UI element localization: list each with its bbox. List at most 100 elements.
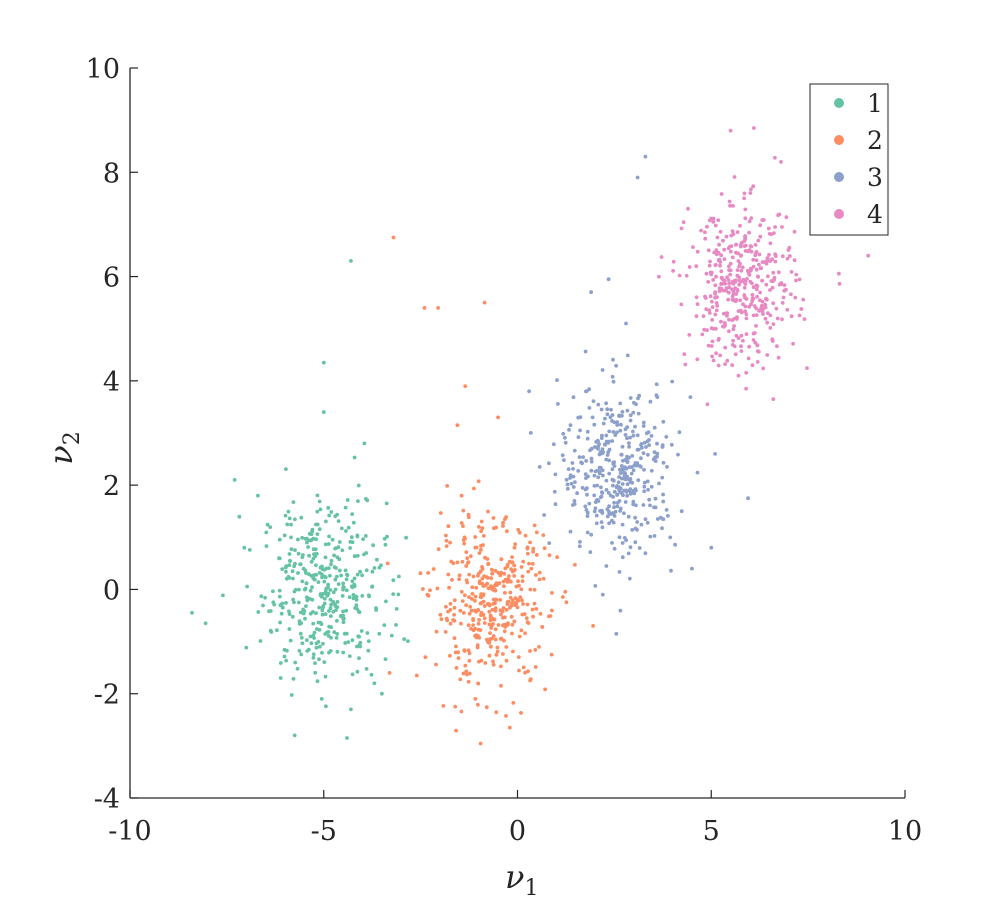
data-point	[604, 433, 609, 438]
data-point	[739, 333, 744, 338]
legend-box	[809, 83, 889, 236]
data-point	[344, 529, 348, 533]
data-point	[481, 534, 486, 538]
data-point	[669, 568, 673, 573]
y-axis-label: ν2	[42, 431, 85, 464]
data-point	[311, 633, 316, 638]
data-point	[287, 563, 292, 568]
data-point	[478, 741, 483, 746]
data-point	[679, 509, 684, 514]
data-point	[391, 592, 396, 596]
data-point	[284, 601, 288, 605]
data-point	[626, 551, 631, 556]
data-point	[593, 584, 598, 588]
data-point	[604, 564, 609, 568]
data-point	[768, 313, 773, 318]
data-point	[771, 322, 776, 326]
data-point	[637, 464, 642, 468]
data-point	[298, 610, 303, 615]
data-point	[434, 629, 439, 634]
data-point	[350, 512, 355, 516]
data-point	[743, 249, 748, 253]
data-point	[607, 447, 612, 452]
data-point	[780, 254, 785, 259]
data-point	[596, 402, 601, 407]
data-point	[701, 314, 706, 318]
x-tick-label: 10	[888, 816, 922, 847]
data-point	[383, 657, 388, 661]
data-point	[566, 467, 571, 471]
data-point	[713, 262, 718, 267]
data-point	[805, 366, 809, 370]
data-point	[612, 505, 616, 510]
data-point	[695, 302, 700, 306]
data-point	[275, 628, 279, 633]
data-point	[329, 635, 333, 640]
data-point	[630, 528, 635, 532]
data-point	[639, 442, 644, 446]
data-point	[748, 244, 753, 248]
data-point	[476, 702, 480, 707]
data-point	[322, 660, 327, 664]
data-point	[746, 356, 751, 361]
data-point	[589, 459, 594, 464]
data-point	[537, 570, 542, 575]
data-point	[585, 492, 589, 497]
data-point	[641, 503, 646, 507]
data-point	[704, 271, 709, 276]
data-point	[669, 442, 674, 447]
data-point	[765, 297, 769, 302]
data-point	[703, 230, 707, 235]
data-point	[564, 600, 569, 605]
data-point	[715, 235, 720, 240]
data-point	[496, 570, 501, 575]
data-point	[521, 559, 526, 564]
y-tick-label: -4	[94, 784, 120, 815]
data-point	[466, 679, 471, 684]
data-point	[453, 650, 458, 655]
data-point	[801, 297, 806, 302]
data-point	[714, 274, 718, 279]
data-point	[280, 605, 285, 610]
data-point	[660, 475, 665, 480]
data-point	[736, 259, 741, 263]
data-point	[297, 619, 302, 624]
data-point	[677, 430, 682, 435]
data-point	[499, 683, 503, 688]
data-point	[661, 492, 665, 497]
data-point	[318, 644, 322, 649]
data-point	[661, 460, 666, 465]
data-point	[690, 566, 694, 571]
data-point	[736, 309, 741, 313]
data-point	[314, 611, 318, 616]
data-point	[493, 606, 498, 610]
data-point	[512, 563, 517, 568]
data-point	[722, 247, 727, 252]
data-point	[600, 490, 604, 495]
data-point	[570, 461, 575, 465]
data-point	[727, 264, 731, 269]
data-point	[655, 441, 659, 446]
data-point	[534, 607, 539, 611]
data-point	[509, 579, 513, 584]
data-point	[482, 621, 487, 625]
data-point	[590, 415, 595, 420]
data-point	[284, 467, 288, 471]
data-point	[448, 653, 452, 658]
data-point	[491, 597, 496, 602]
data-point	[323, 674, 328, 679]
data-point	[450, 578, 454, 582]
data-point	[319, 697, 324, 701]
data-point	[347, 654, 352, 658]
data-point	[618, 401, 623, 406]
data-point	[707, 263, 712, 268]
data-point	[755, 360, 760, 364]
data-point	[508, 590, 513, 595]
data-point	[765, 353, 770, 357]
data-point	[589, 468, 594, 473]
data-point	[397, 574, 401, 579]
data-point	[473, 594, 478, 599]
data-point	[653, 496, 658, 501]
y-tick-label: 4	[103, 367, 120, 398]
data-point	[599, 485, 603, 490]
